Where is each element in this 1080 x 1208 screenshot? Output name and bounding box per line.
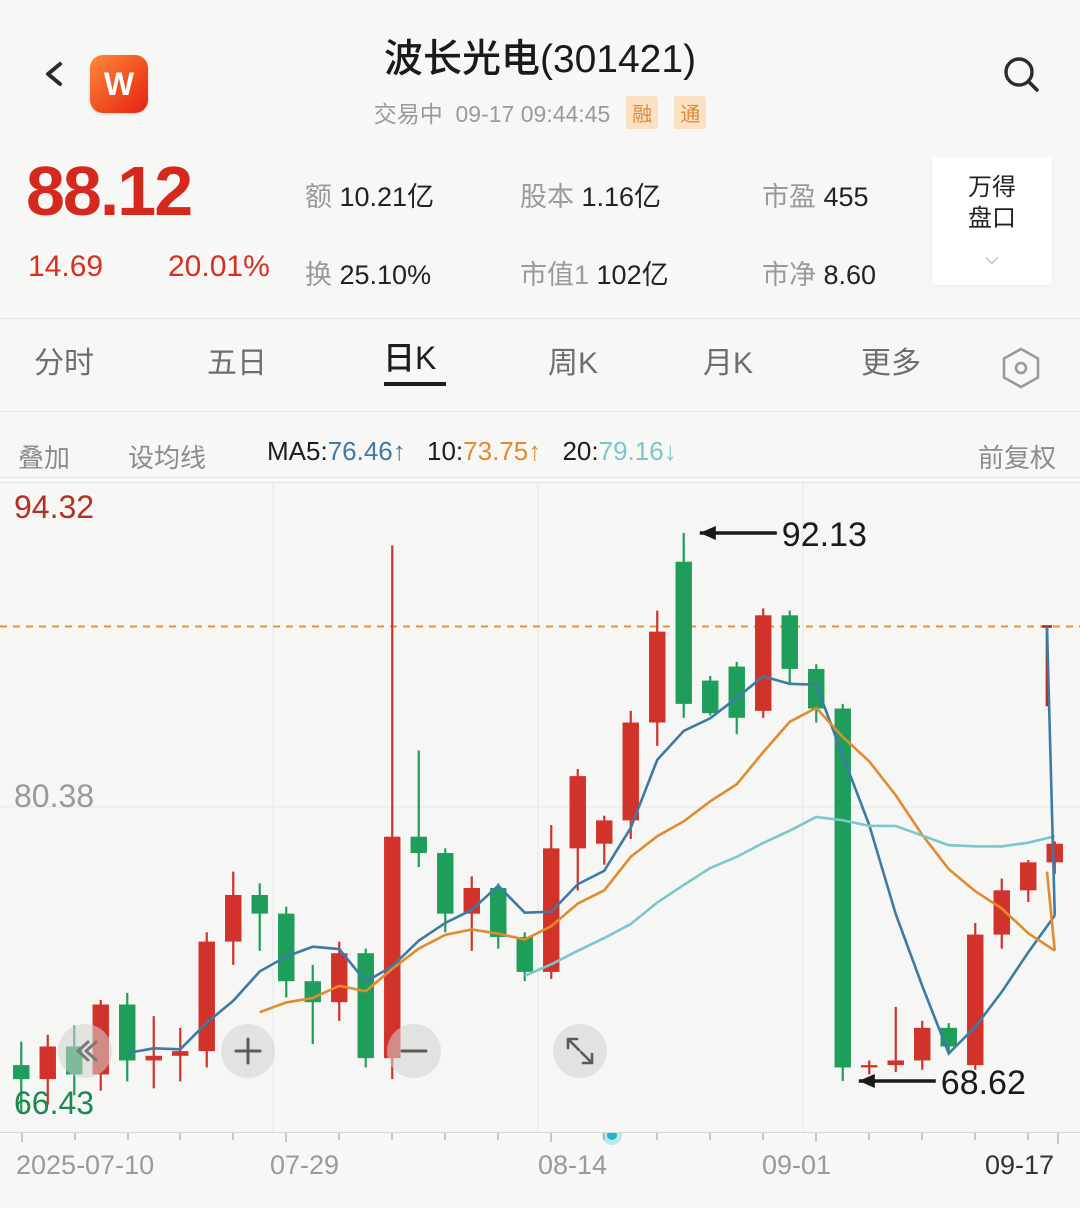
svg-text:92.13: 92.13 [782,516,867,554]
svg-text:68.62: 68.62 [941,1064,1026,1102]
